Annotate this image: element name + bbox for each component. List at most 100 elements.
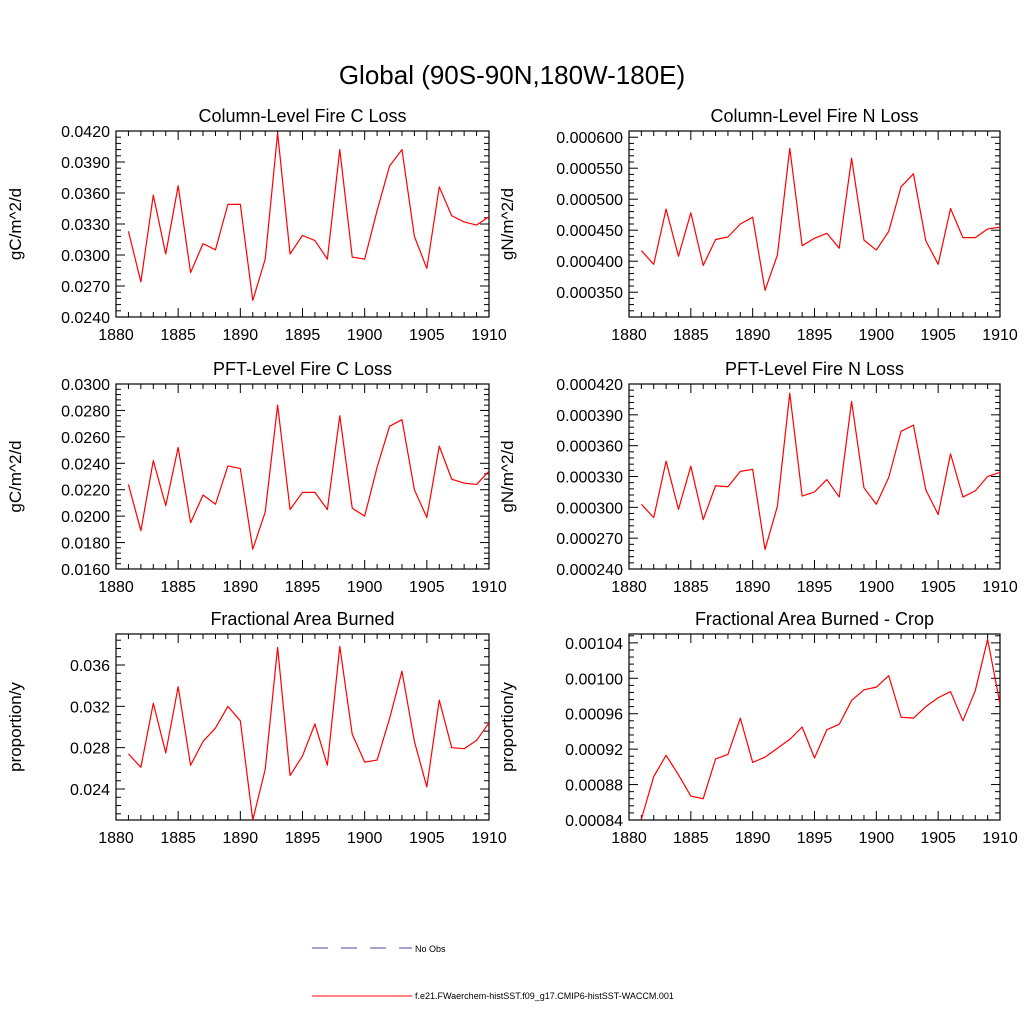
plot-frame — [115, 130, 490, 318]
figure-title: Global (90S-90N,180W-180E) — [339, 60, 685, 90]
x-tick-label: 1895 — [285, 830, 321, 847]
x-tick-label: 1900 — [347, 830, 383, 847]
x-tick-label: 1885 — [160, 830, 196, 847]
y-tick-label: 0.0200 — [61, 509, 110, 526]
x-tick-label: 1890 — [223, 579, 259, 596]
x-tick-label: 1885 — [673, 327, 709, 344]
x-tick-label: 1885 — [673, 830, 709, 847]
plot-frame — [115, 633, 490, 821]
y-tick-label: 0.0390 — [61, 155, 110, 172]
x-tick-label: 1910 — [471, 579, 507, 596]
legend-label-no-obs: No Obs — [415, 944, 446, 954]
x-tick-label: 1905 — [920, 579, 956, 596]
y-tick-label: 0.000360 — [556, 439, 623, 456]
series-line-pft-n-loss — [640, 392, 1000, 551]
y-tick-label: 0.000400 — [556, 254, 623, 271]
y-tick-label: 0.00100 — [565, 671, 623, 688]
x-tick-label: 1890 — [223, 830, 259, 847]
y-tick-label: 0.0240 — [61, 456, 110, 473]
panel-title: Column-Level Fire C Loss — [198, 106, 406, 126]
x-tick-label: 1900 — [347, 327, 383, 344]
panel-column-n-loss: 1880 1885 1890 1895 1900 1905 1910 0.000350 0.00… — [498, 106, 1018, 344]
plot-frame — [628, 130, 1001, 318]
panel-pft-c-loss: 1880 1885 1890 1895 1900 1905 1910 0.0160 0.0180… — [6, 359, 507, 596]
series-line-pft-c-loss — [127, 404, 489, 550]
y-axis-label: proportion/y — [6, 682, 25, 772]
x-tick-label: 1895 — [797, 579, 833, 596]
y-tick-label: 0.036 — [70, 658, 110, 675]
x-tick-label: 1880 — [98, 327, 134, 344]
x-tick-label: 1885 — [160, 327, 196, 344]
x-tick-label: 1895 — [285, 327, 321, 344]
x-tick-label: 1880 — [611, 327, 647, 344]
y-tick-label: 0.000240 — [556, 562, 623, 579]
x-tick-label: 1885 — [673, 579, 709, 596]
y-tick-label: 0.024 — [70, 782, 110, 799]
y-tick-label: 0.00096 — [565, 707, 623, 724]
x-tick-label: 1900 — [859, 830, 895, 847]
x-tick-label: 1895 — [285, 579, 321, 596]
x-tick-label: 1900 — [859, 327, 895, 344]
y-tick-label: 0.0420 — [61, 124, 110, 141]
y-tick-label: 0.0160 — [61, 562, 110, 579]
y-axis-label: gC/m^2/d — [6, 188, 25, 260]
panel-title: Fractional Area Burned — [210, 609, 394, 629]
x-tick-label: 1910 — [471, 830, 507, 847]
series-line-column-n-loss — [640, 147, 1000, 291]
y-tick-label: 0.0300 — [61, 248, 110, 265]
x-tick-label: 1890 — [223, 327, 259, 344]
x-tick-label: 1885 — [160, 579, 196, 596]
panel-title: Fractional Area Burned - Crop — [695, 609, 934, 629]
y-tick-label: 0.000450 — [556, 223, 623, 240]
x-tick-label: 1910 — [982, 830, 1018, 847]
y-tick-label: 0.0270 — [61, 279, 110, 296]
y-axis-label: gC/m^2/d — [6, 440, 25, 512]
y-tick-label: 0.000420 — [556, 377, 623, 394]
y-tick-label: 0.0360 — [61, 186, 110, 203]
panel-title: PFT-Level Fire N Loss — [725, 359, 904, 379]
x-tick-label: 1880 — [98, 830, 134, 847]
panel-title: Column-Level Fire N Loss — [710, 106, 918, 126]
x-tick-label: 1890 — [735, 830, 771, 847]
y-tick-label: 0.000270 — [556, 531, 623, 548]
x-tick-label: 1890 — [735, 579, 771, 596]
legend: No Obs f.e21.FWaerchem-histSST.f09_g17.C… — [312, 944, 674, 1001]
panel-pft-n-loss: 1880 1885 1890 1895 1900 1905 1910 0.000240 0.00… — [498, 359, 1018, 596]
legend-label-model: f.e21.FWaerchem-histSST.f09_g17.CMIP6-hi… — [415, 991, 674, 1001]
x-tick-label: 1900 — [859, 579, 895, 596]
y-tick-label: 0.032 — [70, 699, 110, 716]
y-tick-label: 0.000350 — [556, 285, 623, 302]
x-tick-label: 1905 — [920, 327, 956, 344]
y-tick-label: 0.000330 — [556, 470, 623, 487]
series-line-area-burned-crop — [640, 638, 1000, 820]
y-axis-label: proportion/y — [498, 682, 517, 772]
panel-area-burned-crop: 1880 1885 1890 1895 1900 1905 1910 0.00084 0.000… — [498, 609, 1018, 847]
y-tick-label: 0.0330 — [61, 217, 110, 234]
y-tick-label: 0.0280 — [61, 403, 110, 420]
y-tick-label: 0.0260 — [61, 430, 110, 447]
y-axis-label: gN/m^2/d — [498, 440, 517, 512]
x-tick-label: 1880 — [98, 579, 134, 596]
x-tick-label: 1895 — [797, 830, 833, 847]
y-tick-label: 0.000390 — [556, 408, 623, 425]
x-tick-label: 1905 — [409, 327, 445, 344]
y-tick-label: 0.0180 — [61, 536, 110, 553]
x-tick-label: 1910 — [471, 327, 507, 344]
x-tick-label: 1905 — [409, 579, 445, 596]
series-line-column-c-loss — [127, 132, 489, 302]
x-tick-label: 1880 — [611, 579, 647, 596]
chart-panels: 1880 1885 1890 1895 1900 1905 1910 0.0240 0.0270… — [6, 106, 1018, 847]
x-tick-label: 1880 — [611, 830, 647, 847]
x-tick-label: 1910 — [982, 579, 1018, 596]
y-tick-label: 0.000500 — [556, 192, 623, 209]
panel-area-burned: 1880 1885 1890 1895 1900 1905 1910 0.024 0.028 0.… — [6, 609, 507, 847]
y-tick-label: 0.0240 — [61, 310, 110, 327]
series-line-area-burned — [127, 645, 489, 820]
y-tick-label: 0.000600 — [556, 130, 623, 147]
plot-frame — [628, 383, 1001, 570]
panel-column-c-loss: 1880 1885 1890 1895 1900 1905 1910 0.0240 0.0270… — [6, 106, 507, 344]
y-tick-label: 0.0300 — [61, 377, 110, 394]
x-tick-label: 1905 — [920, 830, 956, 847]
x-tick-label: 1895 — [797, 327, 833, 344]
